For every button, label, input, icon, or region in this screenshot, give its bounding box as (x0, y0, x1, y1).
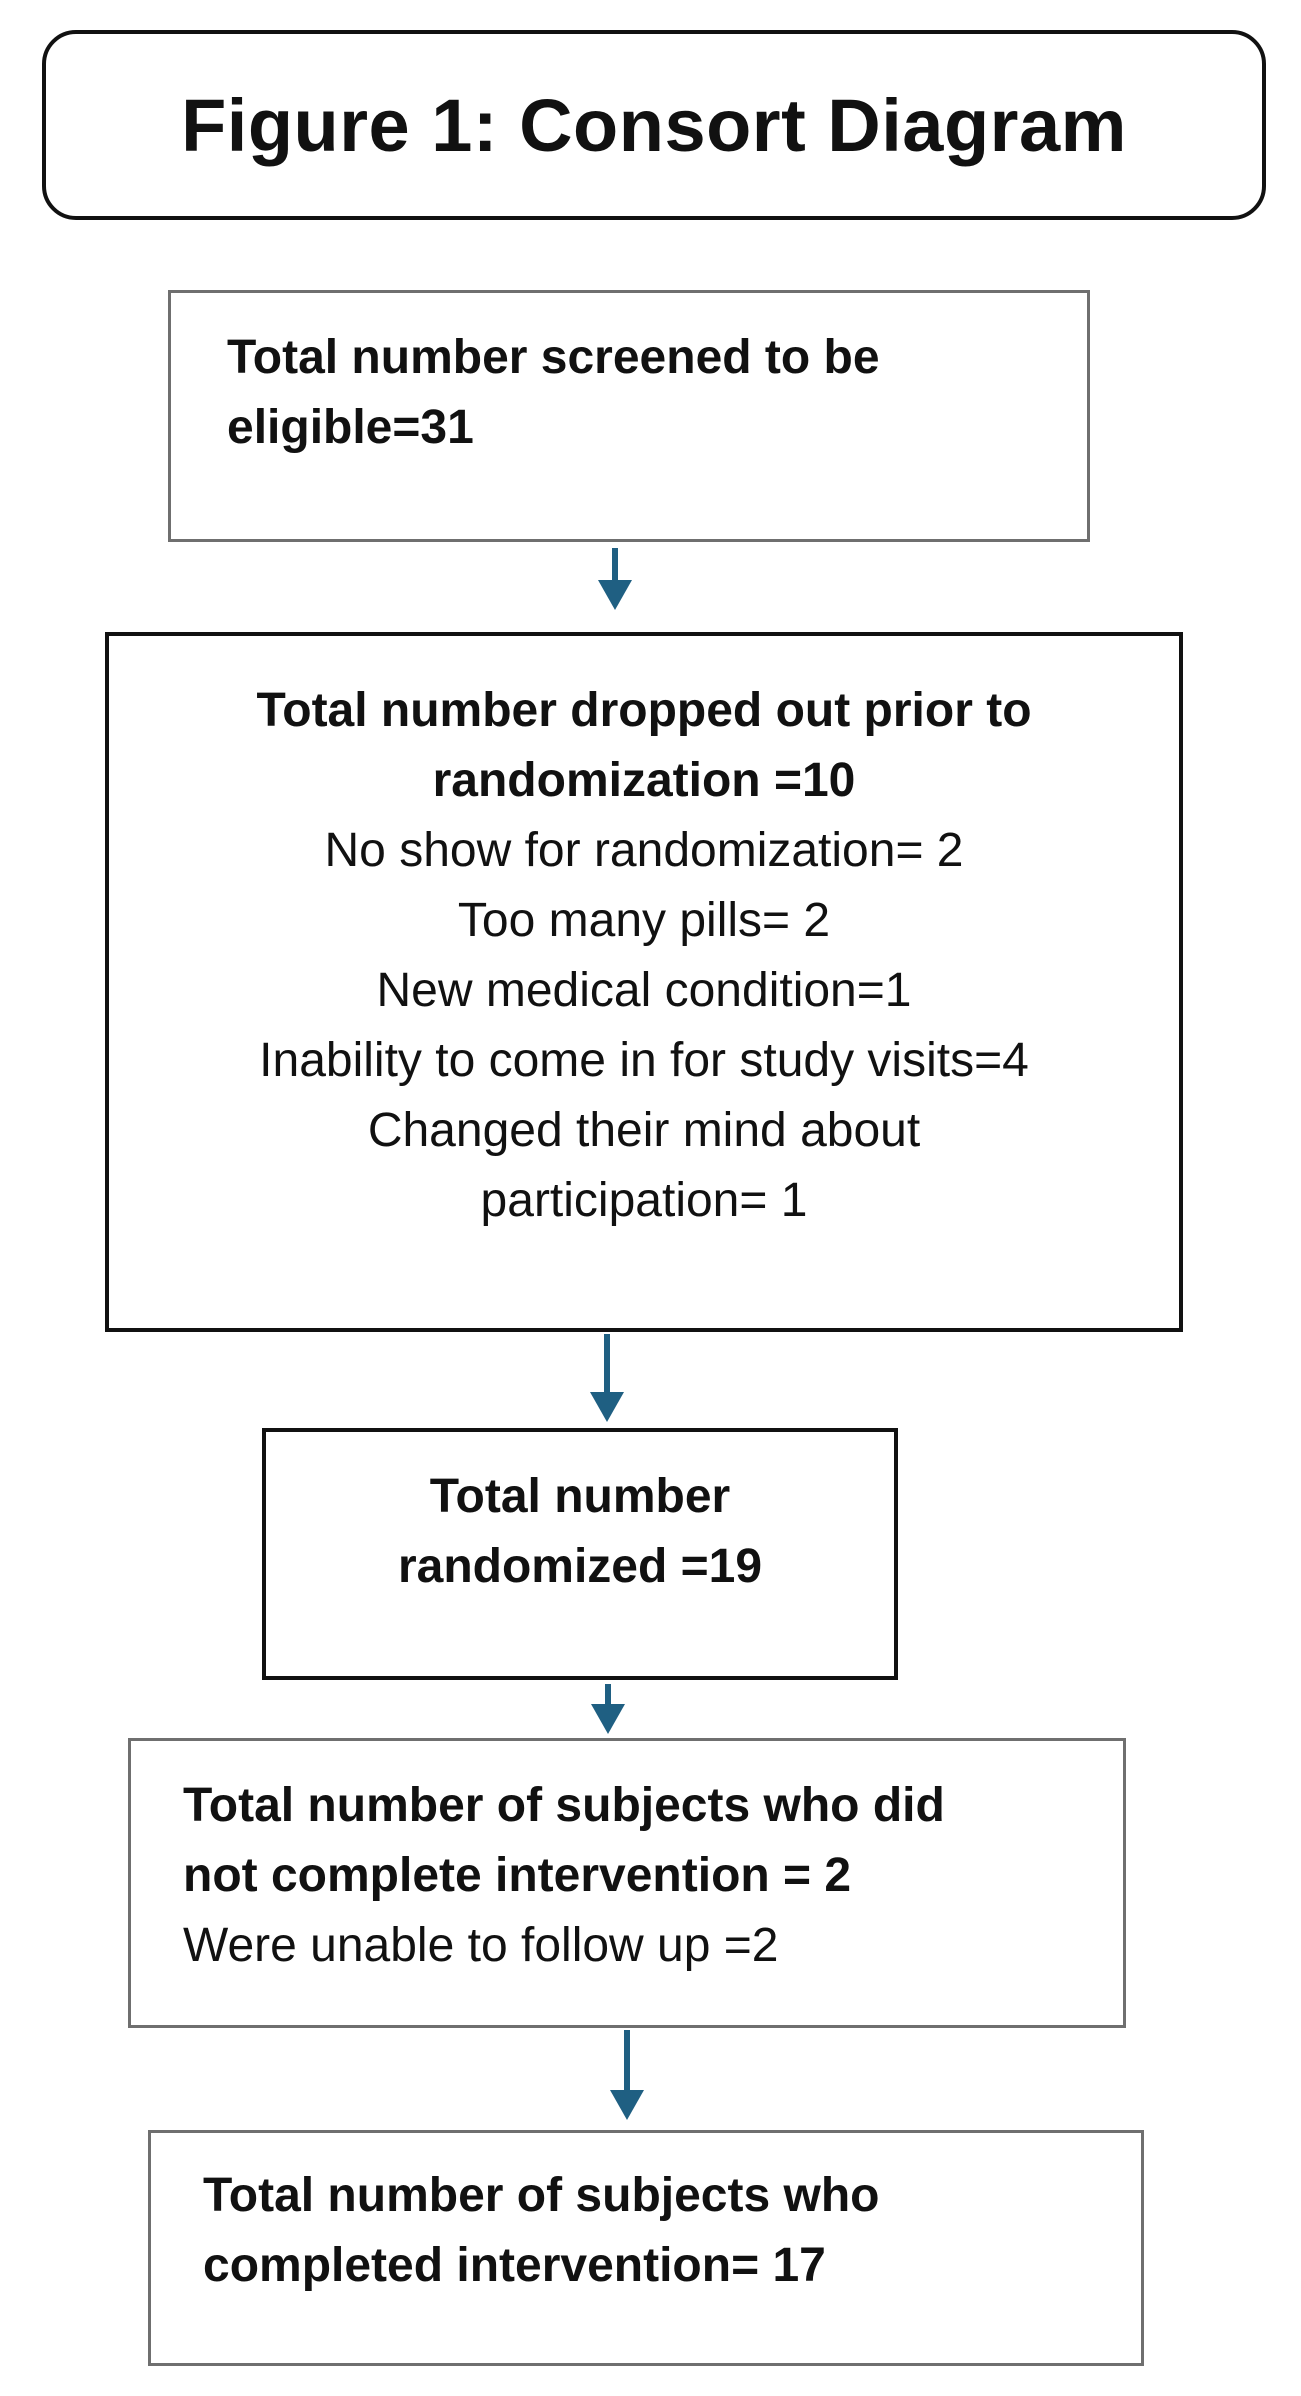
completed-line-1: Total number of subjects who (203, 2169, 880, 2222)
dropped-reason-changed-mind-1: Changed their mind about (367, 1104, 921, 1157)
arrow-not-completed-to-completed (610, 2030, 644, 2120)
dropped-out-box: Total number dropped out prior to random… (105, 632, 1183, 1332)
not-completed-detail: Were unable to follow up =2 (183, 1919, 779, 1972)
screened-line-1: Total number screened to be (227, 331, 880, 384)
randomized-line-1: Total number (429, 1470, 731, 1523)
randomized-box: Total number randomized =19 (262, 1428, 898, 1680)
screened-box: Total number screened to be eligible=31 (168, 290, 1090, 542)
screened-line-2: eligible=31 (227, 401, 474, 454)
arrow-dropped-to-randomized (590, 1334, 624, 1422)
dropped-reason-study-visits: Inability to come in for study visits=4 (259, 1034, 1029, 1087)
dropped-reason-changed-mind-2: participation= 1 (480, 1174, 808, 1227)
not-completed-box: Total number of subjects who did not com… (128, 1738, 1126, 2028)
dropped-reason-medical-condition: New medical condition=1 (376, 964, 912, 1017)
randomized-line-2: randomized =19 (397, 1540, 763, 1593)
figure-title-box: Figure 1: Consort Diagram (42, 30, 1266, 220)
arrow-randomized-to-not-completed (591, 1684, 625, 1734)
not-completed-heading-1: Total number of subjects who did (183, 1779, 945, 1832)
dropped-heading-2: randomization =10 (432, 754, 856, 807)
completed-line-2: completed intervention= 17 (203, 2239, 826, 2292)
arrow-screened-to-dropped (598, 548, 632, 610)
not-completed-heading-2: not complete intervention = 2 (183, 1849, 852, 1902)
completed-box: Total number of subjects who completed i… (148, 2130, 1144, 2366)
dropped-heading-1: Total number dropped out prior to (256, 684, 1032, 737)
dropped-reason-too-many-pills: Too many pills= 2 (457, 894, 831, 947)
figure-title: Figure 1: Consort Diagram (181, 83, 1127, 167)
dropped-reason-no-show: No show for randomization= 2 (324, 824, 964, 877)
